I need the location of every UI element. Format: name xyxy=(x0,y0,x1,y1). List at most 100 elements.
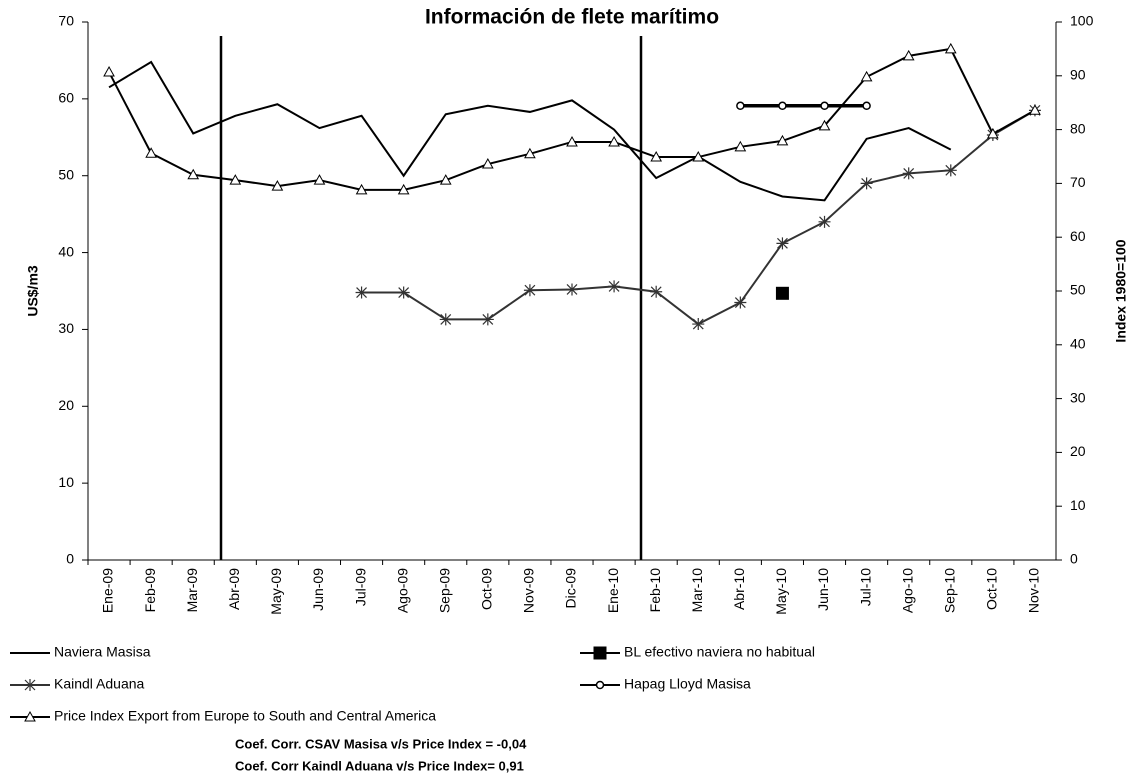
data-point xyxy=(397,286,410,299)
legend-label: Kaindl Aduana xyxy=(54,676,145,692)
data-point xyxy=(439,174,452,185)
x-tick-label: Mar-10 xyxy=(689,568,705,613)
y-tick-label: 60 xyxy=(58,90,74,106)
x-tick-label: Nov-09 xyxy=(521,568,537,613)
series-line xyxy=(361,109,1036,326)
legend-label: BL efectivo naviera no habitual xyxy=(624,644,815,660)
note: Coef. Corr Kaindl Aduana v/s Price Index… xyxy=(235,758,524,773)
data-point xyxy=(862,101,871,111)
y2-tick-label: 40 xyxy=(1070,336,1086,352)
y2-tick-label: 0 xyxy=(1070,551,1078,567)
x-tick-label: Sep-10 xyxy=(941,568,957,613)
y2-tick-label: 70 xyxy=(1070,174,1086,190)
y-axis-label: US$/m3 xyxy=(25,265,41,317)
y2-tick-label: 60 xyxy=(1070,228,1086,244)
data-point xyxy=(145,147,157,158)
x-tick-label: Jul-09 xyxy=(352,568,368,606)
data-point xyxy=(902,167,915,180)
data-point xyxy=(860,177,873,190)
x-tick-label: Abr-09 xyxy=(226,568,242,610)
y2-tick-label: 90 xyxy=(1070,67,1086,83)
legend-label: Naviera Masisa xyxy=(54,644,151,660)
legend-label: Price Index Export from Europe to South … xyxy=(54,708,436,724)
x-tick-label: Oct-09 xyxy=(479,568,495,610)
x-tick-label: Abr-10 xyxy=(731,568,747,610)
data-point xyxy=(229,174,242,185)
y-tick-label: 0 xyxy=(66,551,74,567)
y2-tick-label: 10 xyxy=(1070,497,1086,513)
x-tick-label: Nov-10 xyxy=(1026,568,1042,613)
y2-tick-label: 50 xyxy=(1070,282,1086,298)
y2-tick-label: 20 xyxy=(1070,443,1086,459)
data-point xyxy=(944,42,957,54)
y2-tick-label: 30 xyxy=(1070,389,1086,405)
data-point xyxy=(987,127,999,139)
data-point xyxy=(818,215,831,228)
legend-marker xyxy=(595,680,605,690)
data-point xyxy=(608,135,620,147)
data-point xyxy=(355,286,368,299)
data-point xyxy=(775,286,789,300)
data-point xyxy=(524,147,536,159)
x-tick-label: Ago-09 xyxy=(394,568,410,613)
legend-marker xyxy=(593,646,607,660)
data-point xyxy=(187,168,200,180)
data-point xyxy=(271,180,284,191)
x-tick-label: Jun-09 xyxy=(310,568,326,611)
data-point xyxy=(778,101,787,111)
data-point xyxy=(355,183,368,195)
x-tick-label: Feb-10 xyxy=(647,568,663,613)
x-tick-label: Sep-09 xyxy=(436,568,452,613)
chart-title: Información de flete marítimo xyxy=(425,6,719,29)
note: Coef. Corr. CSAV Masisa v/s Price Index … xyxy=(235,736,527,751)
x-tick-label: Mar-09 xyxy=(184,568,200,613)
data-point xyxy=(439,313,452,326)
data-point xyxy=(776,134,789,146)
data-point xyxy=(481,313,494,326)
data-point xyxy=(820,101,829,111)
legend-marker xyxy=(24,679,36,691)
data-point xyxy=(860,70,873,82)
x-tick-label: Oct-10 xyxy=(984,568,1000,610)
data-point xyxy=(776,237,789,250)
y-tick-label: 70 xyxy=(58,13,74,29)
data-point xyxy=(944,164,957,177)
y-tick-label: 10 xyxy=(58,474,74,490)
data-point xyxy=(650,285,663,298)
x-tick-label: Jul-10 xyxy=(857,568,873,606)
y-tick-label: 40 xyxy=(58,243,74,259)
x-tick-label: Feb-09 xyxy=(142,568,158,613)
data-point xyxy=(818,119,831,131)
data-point xyxy=(734,140,747,152)
x-tick-label: Ene-09 xyxy=(100,568,116,613)
data-point xyxy=(608,280,621,293)
series-line xyxy=(108,47,1036,191)
data-point xyxy=(481,158,494,169)
data-point xyxy=(313,174,326,185)
data-point xyxy=(1029,104,1041,115)
data-point xyxy=(736,101,745,111)
x-tick-label: Ene-10 xyxy=(605,568,621,613)
legend-label: Hapag Lloyd Masisa xyxy=(624,676,751,692)
data-point xyxy=(650,151,663,162)
legend-marker xyxy=(24,710,36,722)
y2-tick-label: 100 xyxy=(1070,13,1094,29)
data-point xyxy=(566,283,578,296)
data-point xyxy=(523,284,536,297)
y-tick-label: 30 xyxy=(58,320,74,336)
y-tick-label: 50 xyxy=(58,166,74,182)
data-point xyxy=(566,135,578,147)
data-point xyxy=(902,49,915,61)
x-tick-label: Jun-10 xyxy=(815,568,831,611)
data-point xyxy=(734,296,747,309)
data-point xyxy=(103,66,115,77)
x-tick-label: May-09 xyxy=(268,568,284,615)
y2-axis-label: Index 1980=100 xyxy=(1113,239,1129,342)
data-point xyxy=(692,151,705,162)
data-point xyxy=(397,183,410,195)
x-tick-label: May-10 xyxy=(773,568,789,615)
x-tick-label: Ago-10 xyxy=(899,568,915,613)
x-tick-label: Dic-09 xyxy=(563,568,579,609)
